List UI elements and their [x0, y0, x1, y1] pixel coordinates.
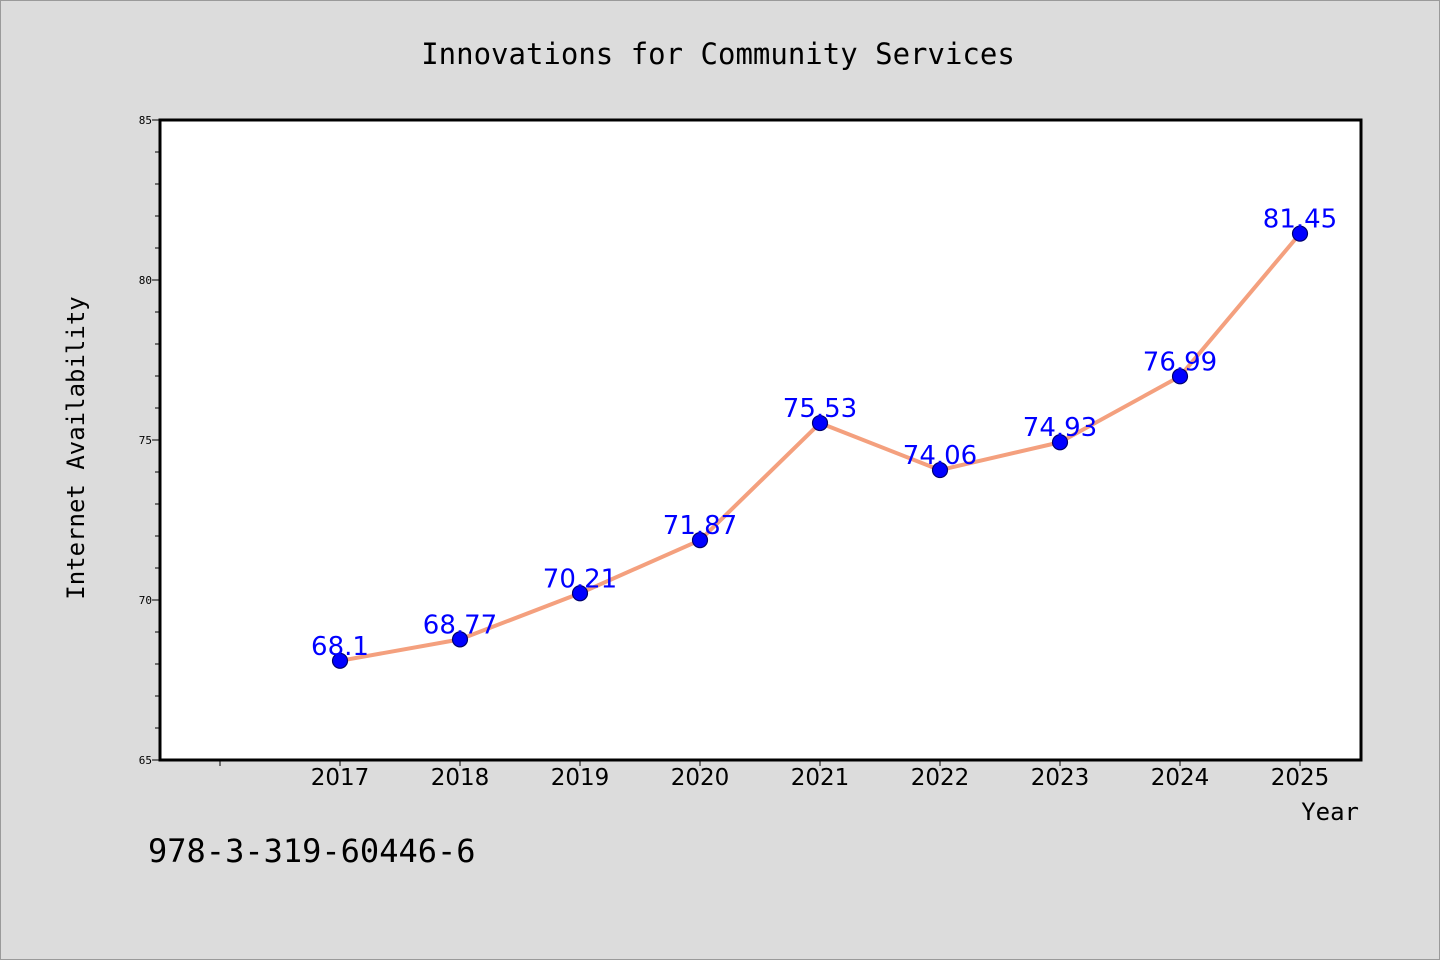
chart-title: Innovations for Community Services: [421, 37, 1015, 71]
y-tick-label: 70: [139, 594, 152, 607]
plot-frame: [158, 118, 1363, 762]
data-markers: [331, 225, 1309, 669]
y-axis-ticks: 65 70 75 80 85: [139, 114, 160, 767]
data-label: 74.06: [903, 441, 977, 471]
x-tick-label: 2019: [551, 765, 610, 791]
data-point: [931, 461, 949, 479]
y-tick-label: 80: [139, 274, 152, 287]
x-tick-label: 2025: [1271, 765, 1330, 791]
data-labels: 68.1 68.77 70.21 71.87 75.53 74.06 74.93 76.99 8…: [311, 205, 1337, 662]
data-label: 68.77: [423, 610, 497, 640]
x-tick-label: 2021: [791, 765, 850, 791]
x-tick-label: 2023: [1031, 765, 1090, 791]
data-label: 76.99: [1143, 347, 1217, 377]
x-axis-label: Year: [1301, 798, 1359, 826]
data-label: 70.21: [543, 564, 617, 594]
x-axis-ticks: 2017 2018 2019 2020 2021 2022 2023 2024 2025: [219, 760, 1330, 791]
x-tick-label: 2022: [911, 765, 970, 791]
data-point: [691, 532, 709, 549]
x-tick-label: 2020: [671, 765, 730, 791]
data-point: [571, 585, 589, 602]
data-point: [331, 652, 349, 669]
data-point: [1051, 434, 1069, 451]
y-tick-label: 85: [139, 114, 152, 127]
data-label: 71.87: [663, 511, 737, 541]
footer-code: 978-3-319-60446-6: [148, 832, 476, 870]
x-tick-label: 2018: [431, 765, 490, 791]
data-label: 75.53: [783, 394, 857, 424]
y-tick-label: 65: [139, 754, 152, 767]
x-tick-label: 2024: [1151, 765, 1210, 791]
y-tick-label: 75: [139, 434, 152, 447]
y-axis-label: Internet Availability: [62, 296, 90, 599]
data-point: [811, 414, 829, 432]
data-point: [1291, 225, 1309, 242]
data-label: 74.93: [1023, 413, 1097, 443]
data-label: 68.1: [311, 632, 369, 662]
plot-area: [160, 120, 1361, 760]
x-tick-label: 2017: [311, 765, 370, 791]
data-point: [451, 631, 469, 648]
data-point: [1171, 368, 1189, 385]
data-label: 81.45: [1263, 205, 1337, 235]
